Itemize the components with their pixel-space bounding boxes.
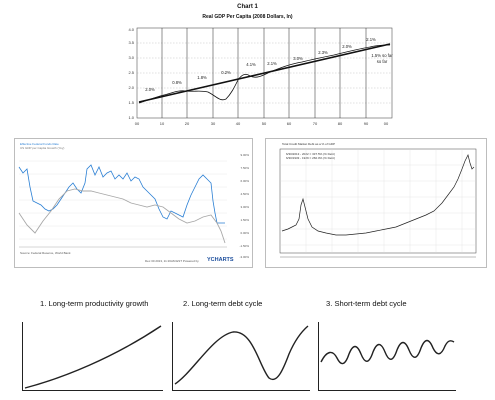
gdp-growth-line [18, 188, 226, 244]
debt-gdp-chart [279, 148, 477, 258]
fed-funds-line [18, 164, 225, 224]
chart1-ytick: 3.5 [128, 40, 134, 45]
chart1-xtick: 50 [262, 121, 267, 126]
chart1-ytick: 2.5 [128, 70, 134, 75]
chart1-ytick: 1.0 [128, 115, 134, 120]
debt-legend-line1: 6/30/2013 - 2022 = 337.5% (% Debt) [286, 152, 335, 156]
chart1-xtick: 30 [211, 121, 216, 126]
chart1-xtick: 20 [185, 121, 190, 126]
debt-gdp-line [281, 153, 475, 236]
chart1-xtick: 10 [160, 121, 165, 126]
right-tick: 0.00% [240, 231, 249, 235]
productivity-line [24, 325, 162, 389]
chart1-annotation: 4.1% [246, 62, 256, 67]
concept-box-productivity [22, 322, 163, 391]
chart1-annotation: 2.0% [145, 87, 155, 92]
panel-left-source: Source: Federal Reserve, World Bank [20, 251, 71, 255]
chart1-annotation: 0.8% [172, 80, 182, 85]
chart1-title: Chart 1 [237, 4, 258, 10]
right-tick: 1.50% [240, 218, 249, 222]
panel-left-footer: Dec 30 2013, 11:16AM EST Powered by [145, 259, 199, 263]
chart1-annotation: 1.8% [197, 75, 207, 80]
concept-title-productivity: 1. Long-term productivity growth [40, 299, 149, 308]
chart1-annotation: 2.1% [267, 61, 277, 66]
chart1-ytick: 1.5 [128, 100, 134, 105]
debt-legend-line2: 6/30/1933 - 1929 = 260.0% (% Debt) [286, 156, 335, 160]
chart1-annotation: 2.1% [366, 37, 376, 42]
fed-funds-chart [18, 160, 227, 248]
right-tick: 6.00% [240, 179, 249, 183]
chart1-ytick: 2.0 [128, 85, 134, 90]
concept-title-long-term-debt: 2. Long-term debt cycle [183, 299, 263, 308]
chart1-xtick: 70 [313, 121, 318, 126]
right-tick: 9.00% [240, 153, 249, 157]
chart1-ytick: 4.0 [128, 27, 134, 32]
short-term-debt-curve [320, 339, 455, 365]
legend-line2: US GDP per Capita Growth (Yoy) [20, 146, 65, 150]
chart1-annotation: 0.2% [221, 70, 231, 75]
right-tick: 4.50% [240, 192, 249, 196]
chart1-annotation: so far [377, 59, 388, 64]
chart1-ytick: 3.0 [128, 55, 134, 60]
concept-box-long-term-debt [172, 322, 310, 391]
ycharts-logo: YCHARTS [207, 257, 234, 263]
right-tick: -3.00% [239, 255, 249, 259]
chart1-xtick: 80 [338, 121, 343, 126]
chart1-annotation: 2.0% [342, 44, 352, 49]
right-tick: -1.50% [239, 244, 249, 248]
concept-box-short-term-debt [318, 322, 456, 391]
chart1-xtick: 60 [287, 121, 292, 126]
fed-funds-panel: Effective Federal Funds Rate US GDP per … [14, 138, 253, 268]
chart1-annotation: 2.3% [318, 50, 328, 55]
chart1-xtick: 40 [236, 121, 241, 126]
long-term-debt-line [174, 325, 309, 385]
chart1-series-line [138, 44, 391, 104]
chart1-trend-line [138, 43, 391, 103]
chart1-xtick: 90 [364, 121, 369, 126]
concept-title-short-term-debt: 3. Short-term debt cycle [326, 299, 407, 308]
debt-gdp-panel: Total Credit Market Debt as a % of GDP 6… [265, 138, 487, 268]
right-tick: 3.00% [240, 205, 249, 209]
chart1-annotation: 3.0% [293, 56, 303, 61]
chart1-subtitle: Real GDP Per Capita (2008 Dollars, ln) [202, 14, 293, 20]
chart1-xtick: 00 [135, 121, 140, 126]
chart1-plot: 1.0 1.5 2.0 2.5 3.0 3.5 4.0 00 10 20 30 … [128, 27, 393, 126]
legend-line1: Effective Federal Funds Rate [20, 142, 59, 146]
debt-panel-header: Total Credit Market Debt as a % of GDP [282, 142, 336, 146]
debt-frame [279, 148, 477, 254]
short-term-debt-line [320, 339, 455, 365]
chart1-xtick: 00 [384, 121, 389, 126]
long-term-debt-curve [174, 325, 309, 385]
productivity-curve [24, 325, 162, 389]
chart1-annotation: 1.5% so far [371, 53, 393, 58]
right-tick: 7.50% [240, 166, 249, 170]
